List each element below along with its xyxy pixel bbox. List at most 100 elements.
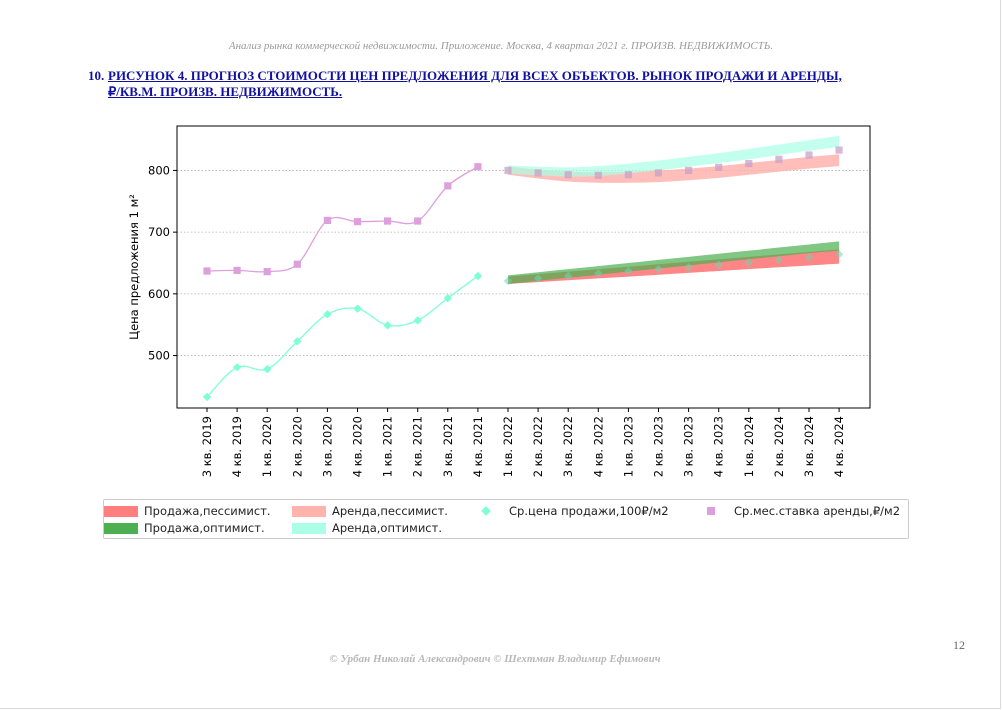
legend-label-sale-pess: Продажа,пессимист. bbox=[144, 504, 271, 518]
sale-price-point bbox=[293, 337, 302, 346]
rent-rate-point bbox=[474, 163, 482, 171]
x-tick-label: 1 кв. 2021 bbox=[381, 416, 395, 477]
y-tick-label: 500 bbox=[148, 349, 170, 363]
legend-item-sale-opt: Продажа,оптимист. bbox=[104, 521, 265, 535]
sale-price-point bbox=[714, 260, 723, 270]
rent-rate-point bbox=[414, 217, 422, 225]
x-tick-label: 3 кв. 2021 bbox=[441, 416, 455, 477]
rent-rate-point bbox=[504, 166, 512, 175]
rent-rate-point bbox=[654, 169, 663, 177]
legend-swatch-sale-pess bbox=[104, 505, 138, 517]
rent-rate-point bbox=[353, 218, 362, 226]
rent-rate-point bbox=[323, 216, 331, 225]
rent-rate-point bbox=[805, 151, 813, 159]
marker-layer bbox=[202, 146, 844, 402]
legend-item-sale-pess: Продажа,пессимист. bbox=[104, 504, 271, 518]
sale-price-point bbox=[744, 258, 753, 267]
sale-price-line bbox=[206, 275, 479, 398]
x-tick-label: 2 кв. 2020 bbox=[290, 416, 304, 477]
y-tick-label: 600 bbox=[148, 287, 170, 301]
figure-title-line1: РИСУНОК 4. ПРОГНОЗ СТОИМОСТИ ЦЕН ПРЕДЛОЖ… bbox=[108, 68, 842, 83]
rent-rate-point bbox=[685, 166, 693, 175]
x-tick-label: 4 кв. 2023 bbox=[712, 416, 726, 477]
sale-price-point bbox=[533, 274, 543, 283]
plot-frame bbox=[176, 125, 871, 409]
y-tick-label: 800 bbox=[148, 163, 170, 177]
rent-rate-point bbox=[293, 260, 301, 268]
rent-rate-line bbox=[206, 166, 479, 273]
y-axis-label: Цена предложения 1 м² bbox=[127, 194, 141, 340]
sale-price-point bbox=[202, 392, 212, 402]
sale-price-point bbox=[564, 271, 573, 281]
legend-label-rent-rate: Ср.мес.ставка аренды,₽/м2 bbox=[734, 504, 901, 518]
legend-label-sale-price: Ср.цена продажи,100₽/м2 bbox=[509, 504, 669, 518]
rent-rate-point bbox=[624, 171, 632, 179]
sale-price-point bbox=[413, 316, 422, 325]
x-tick-label: 4 кв. 2019 bbox=[230, 416, 244, 477]
legend-swatch-rent-opt bbox=[292, 522, 326, 534]
legend-item-rent-opt: Аренда,оптимист. bbox=[292, 521, 442, 535]
x-tick-label: 2 кв. 2021 bbox=[411, 416, 425, 477]
rent-rate-point bbox=[564, 171, 572, 179]
x-tick-label: 4 кв. 2022 bbox=[591, 416, 605, 477]
x-tick-label: 3 кв. 2019 bbox=[200, 416, 214, 477]
sale-price-point bbox=[774, 255, 784, 265]
y-tick-label: 700 bbox=[148, 225, 170, 239]
sale-price-point bbox=[443, 293, 452, 303]
sale-price-point bbox=[834, 250, 844, 259]
x-tick-label: 1 кв. 2022 bbox=[501, 416, 515, 477]
legend-label-rent-opt: Аренда,оптимист. bbox=[332, 521, 442, 535]
rent-rate-point bbox=[835, 146, 843, 154]
figure-number: 10. bbox=[88, 68, 105, 83]
page-header: Анализ рынка коммерческой недвижимости. … bbox=[228, 40, 774, 52]
sale-price-point bbox=[624, 266, 633, 276]
figure-title: 10. РИСУНОК 4. ПРОГНОЗ СТОИМОСТИ ЦЕН ПРЕД… bbox=[88, 68, 938, 100]
band-layer bbox=[508, 135, 840, 284]
sale-price-point bbox=[263, 364, 272, 374]
legend-label-sale-opt: Продажа,оптимист. bbox=[144, 521, 265, 535]
rent-rate-point bbox=[203, 267, 211, 275]
sale-price-point bbox=[383, 321, 392, 330]
rent-rate-point bbox=[775, 155, 783, 163]
legend-item-rent-rate: Ср.мес.ставка аренды,₽/м2 bbox=[694, 504, 900, 518]
rent-rate-point bbox=[233, 266, 241, 274]
rent-rate-point bbox=[745, 160, 753, 168]
x-tick-label: 4 кв. 2024 bbox=[832, 416, 846, 477]
x-tick-label: 4 кв. 2021 bbox=[471, 416, 485, 477]
x-tick-label: 3 кв. 2024 bbox=[802, 416, 816, 477]
x-tick-label: 3 кв. 2022 bbox=[561, 416, 575, 477]
x-tick-label: 2 кв. 2023 bbox=[652, 416, 666, 477]
sale-price-point bbox=[323, 310, 332, 319]
chart-legend: Продажа,пессимист. Продажа,оптимист. Аре… bbox=[103, 499, 909, 539]
sale-price-point bbox=[503, 276, 513, 286]
x-tick-label: 1 кв. 2023 bbox=[621, 416, 635, 477]
x-tick-label: 2 кв. 2022 bbox=[531, 416, 545, 477]
diamond-marker-icon bbox=[469, 505, 503, 517]
x-tick-label: 4 кв. 2020 bbox=[351, 416, 365, 477]
x-tick-label: 2 кв. 2024 bbox=[772, 416, 786, 477]
sale-price-point bbox=[594, 269, 603, 278]
sale-price-point bbox=[353, 304, 362, 313]
x-tick-label: 1 кв. 2024 bbox=[742, 416, 756, 477]
band-Продажа-оптимист- bbox=[508, 241, 840, 284]
legend-label-rent-pess: Аренда,пессимист. bbox=[332, 504, 448, 518]
rent-rate-point bbox=[534, 169, 542, 177]
legend-item-sale-price: Ср.цена продажи,100₽/м2 bbox=[469, 504, 669, 518]
page-number: 12 bbox=[953, 638, 965, 652]
x-tick-label: 1 кв. 2020 bbox=[260, 416, 274, 477]
rent-rate-point bbox=[715, 163, 723, 171]
page-footer: © Урбан Николай Александрович © Шехтман … bbox=[329, 653, 661, 665]
rent-rate-point bbox=[263, 268, 271, 276]
square-marker-icon bbox=[694, 506, 728, 517]
legend-item-rent-pess: Аренда,пессимист. bbox=[292, 504, 448, 518]
line-layer bbox=[206, 166, 479, 398]
price-forecast-chart: 500 600 700 800 3 кв. 2019 4 кв. 2019 1 кв. 20… bbox=[127, 125, 871, 477]
legend-swatch-rent-pess bbox=[292, 505, 326, 517]
x-tick-label: 3 кв. 2023 bbox=[682, 416, 696, 477]
axis-layer: 500 600 700 800 3 кв. 2019 4 кв. 2019 1 кв. 20… bbox=[148, 163, 846, 477]
rent-rate-point bbox=[384, 217, 392, 225]
x-tick-label: 3 кв. 2020 bbox=[320, 416, 334, 477]
sale-price-point bbox=[654, 264, 663, 274]
figure-title-line2: ₽/КВ.М. ПРОИЗВ. НЕДВИЖИМОСТЬ. bbox=[108, 84, 343, 99]
